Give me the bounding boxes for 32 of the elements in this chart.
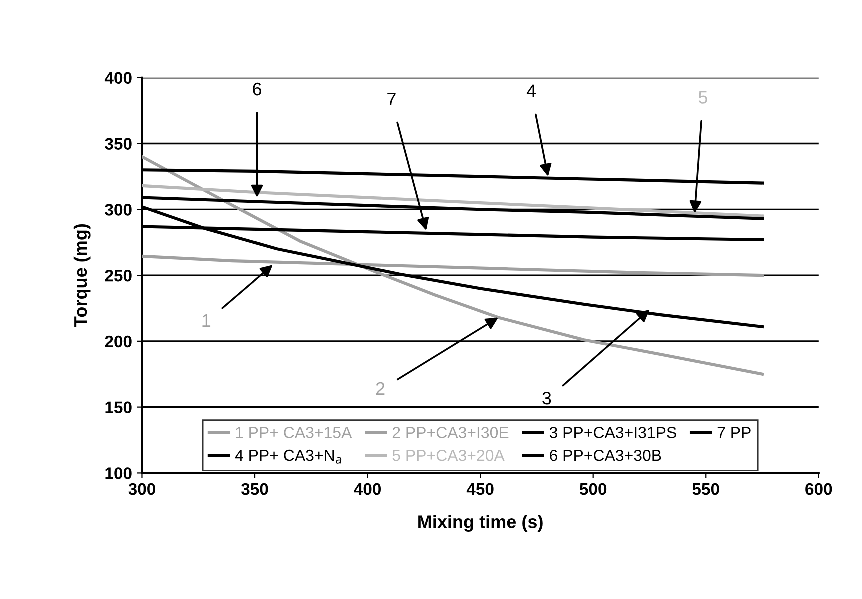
- x-tick-label: 450: [466, 483, 494, 496]
- annotation: 5: [698, 91, 708, 104]
- y-tick-label: 350: [105, 138, 132, 150]
- annotation: 3: [542, 392, 552, 405]
- annotation: 4: [526, 84, 536, 98]
- x-tick-label: 300: [128, 483, 156, 496]
- x-tick-label: 600: [806, 483, 832, 496]
- annotation: 1: [202, 314, 211, 327]
- x-tick-label: 350: [241, 483, 268, 496]
- legend-label: 3 PP+CA3+I31PS: [550, 427, 676, 438]
- annotation: 7: [388, 93, 396, 106]
- x-tick-label: 500: [580, 483, 607, 496]
- annotation: 2: [376, 382, 385, 395]
- legend-label: 7 PP: [718, 427, 751, 438]
- line-series: [142, 155, 764, 376]
- y-tick-label: 200: [105, 336, 132, 348]
- legend-label: 5 PP+CA3+20A: [392, 450, 505, 462]
- y-tick-label: 100: [106, 468, 132, 480]
- legend-label: 6 PP+CA3+30B: [550, 450, 662, 462]
- annotation: 6: [253, 82, 262, 96]
- y-tick-label: 300: [105, 204, 132, 216]
- y-tick-label: 150: [106, 402, 132, 414]
- legend-label: 1 PP+ CA3+15A: [236, 427, 352, 438]
- y-tick-label: 400: [104, 72, 132, 84]
- y-tick-label: 250: [105, 270, 132, 282]
- line-series: [142, 184, 764, 218]
- x-axis-title: Mixing time (s): [418, 515, 543, 532]
- y-axis-title: Torque (mg): [74, 224, 91, 328]
- legend-label: 2 PP+CA3+I30E: [392, 427, 509, 438]
- legend-label: 4 PP+ CA3+N$_{a}$: [235, 450, 342, 464]
- x-tick-label: 550: [692, 483, 720, 496]
- x-tick-label: 400: [354, 483, 382, 496]
